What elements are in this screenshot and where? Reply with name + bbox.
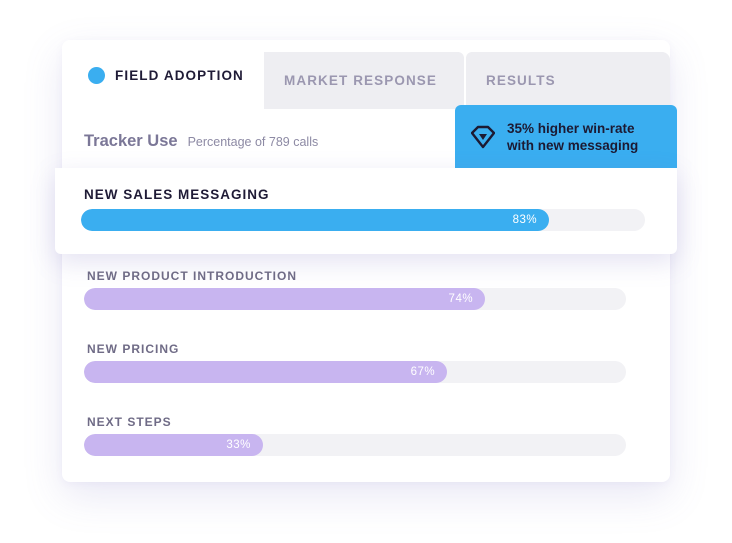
tab-market-response[interactable]: MARKET RESPONSE (264, 52, 464, 109)
active-dot-icon (88, 66, 105, 84)
tracker-subtitle: Percentage of 789 calls (187, 135, 319, 149)
callout-line-2: with new messaging (507, 137, 639, 153)
gem-icon (471, 125, 495, 148)
bar-track: 83% (81, 209, 645, 231)
bar-value: 74% (448, 293, 474, 305)
bar-label: NEXT STEPS (87, 415, 172, 429)
bar-fill: 74% (84, 288, 486, 310)
tab-label: RESULTS (486, 73, 556, 88)
bar-fill: 83% (81, 209, 550, 231)
bar-value: 67% (410, 366, 436, 378)
tracker-title: Tracker Use (84, 132, 178, 150)
bar-track: 74% (84, 288, 626, 310)
callout-line-1: 35% higher win-rate (507, 120, 635, 136)
win-rate-callout: 35% higher win-rate with new messaging (455, 105, 677, 168)
bar-value: 33% (226, 439, 251, 451)
tab-label: MARKET RESPONSE (284, 73, 438, 88)
tab-label: FIELD ADOPTION (115, 67, 244, 83)
bar-fill: 67% (84, 361, 448, 383)
bar-label: NEW PRODUCT INTRODUCTION (87, 269, 297, 283)
bar-value: 83% (512, 214, 538, 226)
bar-track: 67% (84, 361, 626, 383)
bar-fill: 33% (84, 434, 263, 456)
bar-label: NEW PRICING (87, 342, 180, 356)
bar-label: NEW SALES MESSAGING (84, 187, 270, 202)
bar-track: 33% (84, 434, 626, 456)
tracker-header: Tracker Use Percentage of 789 calls (84, 132, 318, 151)
tab-results[interactable]: RESULTS (466, 52, 670, 109)
tab-field-adoption[interactable]: FIELD ADOPTION (62, 40, 264, 110)
